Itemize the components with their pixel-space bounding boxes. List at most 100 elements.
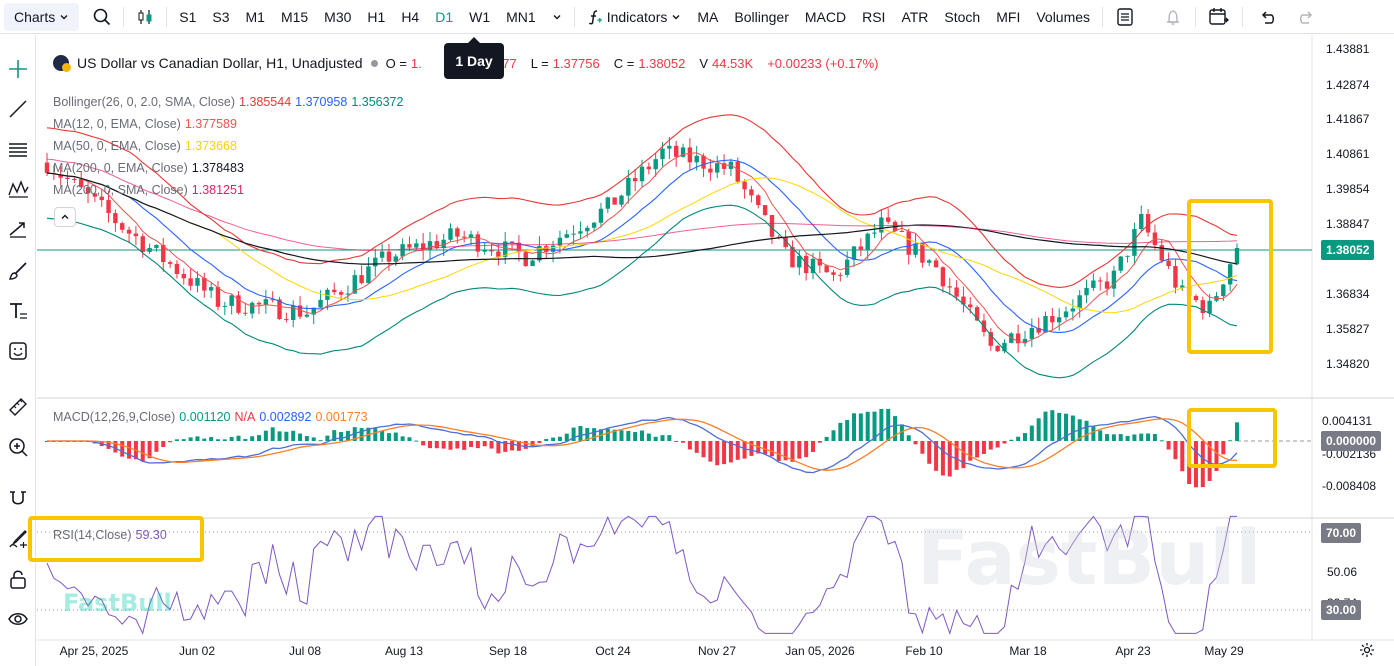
rsi-line: [46, 515, 1237, 636]
ruler-icon[interactable]: [4, 393, 32, 421]
projection-icon[interactable]: [4, 215, 32, 243]
zoom-in-icon[interactable]: [4, 433, 32, 461]
search-icon[interactable]: [85, 0, 119, 34]
indicator-bollinger[interactable]: Bollinger: [734, 8, 789, 25]
macd-histogram-bar: [872, 411, 877, 441]
settings-gear-icon[interactable]: [1359, 642, 1375, 663]
macd-histogram-bar: [1002, 441, 1007, 444]
timeframe-s1[interactable]: S1: [179, 8, 197, 25]
timeframe-s3[interactable]: S3: [212, 8, 230, 25]
legend-bollinger[interactable]: Bollinger(26, 0, 2.0, SMA, Close) 1.3855…: [53, 95, 403, 109]
redo-icon[interactable]: [1289, 0, 1323, 34]
chart-area[interactable]: FastBull FastBull US Dollar vs Canadian …: [28, 35, 1394, 666]
timeframe-m30[interactable]: M30: [324, 8, 352, 25]
legend-rsi[interactable]: RSI(14,Close) 59.30: [53, 528, 167, 542]
date-axis-label: Sep 18: [488, 644, 528, 658]
symbol-title[interactable]: US Dollar vs Canadian Dollar, H1, Unadju…: [77, 55, 363, 71]
candle-body: [318, 299, 323, 308]
macd-histogram-bar: [735, 441, 740, 460]
candle-body: [906, 231, 911, 255]
undo-icon[interactable]: [1251, 0, 1285, 34]
macd-histogram-bar: [161, 441, 166, 448]
timeframe-d1[interactable]: D1: [435, 8, 454, 25]
charts-menu-button[interactable]: Charts: [4, 2, 80, 31]
draw-mode-icon[interactable]: [4, 525, 32, 553]
candlestick-type-icon[interactable]: [128, 0, 162, 34]
candle-body: [263, 299, 269, 305]
eye-icon[interactable]: [4, 605, 32, 633]
legend-ma200-sma[interactable]: MA(200, 0, SMA, Close) 1.381251: [53, 183, 244, 197]
timeframe-m15[interactable]: M15: [280, 8, 309, 25]
candle-body: [455, 228, 460, 237]
macd-histogram-bar: [1125, 435, 1130, 441]
alert-add-icon[interactable]: [1155, 0, 1191, 34]
timeframe-h1[interactable]: H1: [367, 8, 386, 25]
indicator-ma[interactable]: MA: [697, 8, 719, 25]
candle-body: [99, 196, 104, 201]
macd-histogram-bar: [810, 441, 815, 452]
macd-histogram-bar: [1214, 441, 1219, 471]
indicators-button[interactable]: Indicators: [579, 0, 690, 34]
candle-body: [831, 272, 836, 275]
indicator-volumes[interactable]: Volumes: [1036, 8, 1091, 25]
collapse-legend-button[interactable]: [54, 207, 76, 227]
timeframe-w1[interactable]: W1: [469, 8, 491, 25]
macd-histogram-bar: [1228, 440, 1233, 442]
macd-histogram-bar: [304, 436, 309, 441]
indicator-atr[interactable]: ATR: [901, 8, 929, 25]
lock-icon[interactable]: [4, 565, 32, 593]
macd-histogram-bar: [1159, 440, 1164, 442]
magnet-icon[interactable]: [4, 485, 32, 513]
price-axis-label: 1.39854: [1326, 182, 1370, 196]
timeframe-m1[interactable]: M1: [245, 8, 265, 25]
candle-body: [1022, 338, 1028, 344]
timeframe-mn1[interactable]: MN1: [506, 8, 536, 25]
horizontal-lines-icon[interactable]: [4, 135, 32, 163]
candle-body: [913, 243, 918, 255]
indicator-mfi[interactable]: MFI: [996, 8, 1021, 25]
legend-ma50[interactable]: MA(50, 0, EMA, Close) 1.373668: [53, 139, 237, 153]
macd-histogram-bar: [667, 435, 672, 441]
crosshair-icon[interactable]: [4, 55, 32, 83]
macd-histogram-bar: [687, 441, 692, 450]
brush-icon[interactable]: [4, 257, 32, 285]
pattern-icon[interactable]: [4, 175, 32, 203]
candle-body: [249, 302, 255, 314]
candle-body: [366, 266, 371, 284]
legend-ma200-ema[interactable]: MA(200, 0, EMA, Close) 1.378483: [53, 161, 244, 175]
macd-histogram-bar: [817, 441, 822, 443]
rsi-axis-label: 50.06: [1327, 565, 1358, 579]
ma50-line: [46, 172, 1238, 314]
candle-body: [886, 217, 891, 222]
text-icon[interactable]: [4, 297, 32, 325]
date-axis-label: Jun 02: [178, 644, 216, 658]
legend-macd[interactable]: MACD(12,26,9,Close) 0.001120 N/A 0.00289…: [53, 410, 368, 424]
candle-body: [72, 179, 77, 181]
trend-line-icon[interactable]: [4, 95, 32, 123]
divider: [573, 6, 575, 27]
rsi-upper-tag: 70.00: [1321, 523, 1362, 543]
price-axis-label: 1.35827: [1326, 322, 1370, 336]
macd-current-tag: 0.000000: [1321, 431, 1382, 451]
indicator-macd[interactable]: MACD: [804, 8, 847, 25]
candle-body: [585, 227, 590, 232]
candle-body: [420, 243, 426, 250]
legend-ma12[interactable]: MA(12, 0, EMA, Close) 1.377589: [53, 117, 237, 131]
timeframe-h4[interactable]: H4: [401, 8, 420, 25]
candle-body: [1200, 300, 1206, 314]
indicator-stoch[interactable]: Stoch: [944, 8, 981, 25]
emoji-icon[interactable]: [4, 337, 32, 365]
macd-histogram-bar: [373, 428, 378, 441]
calendar-icon[interactable]: [1200, 0, 1238, 34]
template-icon[interactable]: [1107, 0, 1143, 34]
macd-histogram-bar: [270, 427, 275, 441]
candle-body: [503, 241, 508, 257]
bollinger-lower-value: 1.356372: [351, 95, 404, 109]
macd-histogram-bar: [1146, 433, 1151, 441]
macd-histogram-bar: [920, 441, 925, 454]
candle-body: [872, 232, 877, 234]
macd-histogram-bar: [804, 441, 809, 458]
indicator-rsi[interactable]: RSI: [862, 8, 886, 25]
chevron-down-icon[interactable]: [544, 0, 570, 34]
candle-body: [824, 265, 829, 273]
